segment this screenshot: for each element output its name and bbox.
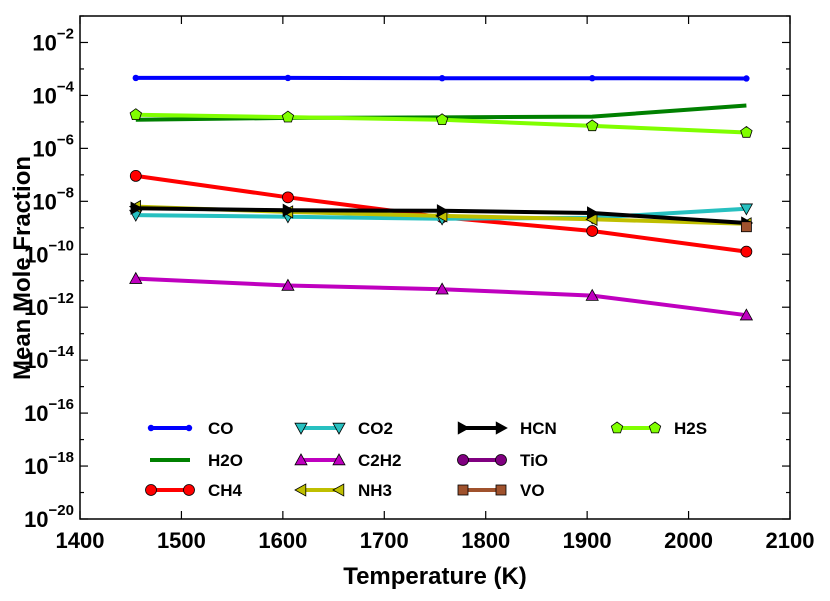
x-tick-label: 2100 — [766, 528, 815, 553]
ticks-layer — [79, 15, 791, 520]
x-tick-labels: 1400 1500 1600 1700 1800 1900 2000 2100 — [56, 528, 815, 553]
data-point-c2h2 — [129, 271, 143, 284]
legend-label: VO — [520, 481, 545, 500]
x-tick-label: 1700 — [360, 528, 409, 553]
data-point-h2s — [281, 110, 295, 123]
legend-item-h2o: H2O — [150, 451, 243, 470]
legend-item-h2s: H2S — [610, 419, 707, 438]
legend-label: H2O — [208, 451, 243, 470]
series-co — [132, 74, 750, 82]
legend-marker — [332, 453, 346, 466]
x-tick-label: 2000 — [664, 528, 713, 553]
legend-marker — [648, 421, 662, 434]
legend-marker — [147, 424, 155, 432]
data-point-co — [284, 74, 292, 82]
data-point-co — [438, 75, 446, 82]
y-tick-label: 10−18 — [24, 449, 74, 479]
data-point-c2h2 — [435, 282, 449, 295]
y-tick-label: 10−4 — [32, 78, 74, 108]
legend-label: CO2 — [358, 419, 393, 438]
data-point-c2h2 — [281, 278, 295, 291]
legend-item-hcn: HCN — [457, 419, 557, 438]
legend-marker — [457, 421, 470, 435]
data-point-c2h2 — [585, 288, 599, 301]
data-point-h2s — [435, 113, 449, 125]
legend-marker — [495, 484, 507, 496]
plot-frame — [79, 15, 791, 520]
y-tick-label: 10−8 — [32, 184, 74, 214]
data-point-h2s — [740, 126, 753, 138]
legend-marker — [145, 484, 157, 496]
legend-marker — [183, 484, 195, 496]
legend-item-co2: CO2 — [294, 419, 393, 438]
series-c2h2 — [129, 271, 754, 321]
legend-item-vo: VO — [457, 481, 545, 500]
legend-label: CO — [208, 419, 234, 438]
legend-marker — [457, 454, 469, 466]
legend-marker — [610, 421, 624, 434]
data-point-hcn — [587, 206, 600, 220]
data-point-hcn — [436, 204, 449, 218]
y-tick-label: 10−14 — [24, 343, 75, 373]
x-tick-label: 1400 — [56, 528, 105, 553]
x-tick-label: 1500 — [157, 528, 206, 553]
legend-item-nh3: NH3 — [294, 481, 392, 500]
legend-label: H2S — [674, 419, 707, 438]
y-tick-label: 10−20 — [24, 502, 74, 532]
y-tick-label: 10−12 — [24, 290, 74, 320]
legend-item-co: CO — [147, 419, 234, 438]
y-tick-labels: 10−20 10−18 10−16 10−14 10−12 10−10 10−8 10−6 10… — [24, 25, 75, 532]
legend-marker — [332, 422, 346, 435]
y-tick-label: 10−6 — [32, 131, 74, 161]
data-point-h2s — [586, 119, 599, 132]
data-point-co — [132, 74, 139, 82]
legend-item-tio: TiO — [457, 451, 548, 470]
x-tick-label: 1600 — [258, 528, 307, 553]
data-point-ch4 — [282, 191, 294, 204]
legend-marker — [332, 483, 345, 497]
data-point-co — [589, 75, 596, 82]
y-axis-label: Mean Mole Fraction — [9, 156, 36, 380]
x-tick-label: 1800 — [461, 528, 510, 553]
data-point-hcn — [130, 201, 143, 215]
data-point-hcn — [282, 203, 295, 217]
series-layer — [128, 74, 754, 321]
legend-item-ch4: CH4 — [145, 481, 243, 500]
legend-marker — [457, 484, 469, 496]
series-line-c2h2 — [135, 276, 747, 318]
legend-marker — [294, 422, 308, 435]
legend-label: TiO — [520, 451, 548, 470]
legend-label: CH4 — [208, 481, 243, 500]
data-point-co — [743, 75, 750, 82]
x-tick-label: 1900 — [563, 528, 612, 553]
series-vo — [740, 221, 752, 233]
legend-label: C2H2 — [358, 451, 401, 470]
data-point-co2 — [739, 203, 754, 216]
legend-label: HCN — [520, 419, 557, 438]
legend-label: NH3 — [358, 481, 392, 500]
legend-marker — [495, 454, 507, 466]
x-axis-label: Temperature (K) — [343, 563, 527, 590]
data-point-ch4 — [740, 245, 753, 258]
legend-marker — [495, 421, 508, 435]
data-point-ch4 — [586, 225, 599, 237]
legend: CO H2O CH4 CO2 C2H2 NH3 HCN TiO VO H2S — [145, 419, 707, 500]
y-tick-label: 10−16 — [24, 396, 74, 426]
legend-marker — [294, 483, 307, 497]
legend-marker — [294, 453, 308, 466]
series-h2s — [129, 108, 753, 138]
legend-marker — [185, 424, 193, 432]
y-tick-label: 10−2 — [32, 25, 74, 55]
data-point-c2h2 — [739, 308, 754, 321]
data-point-ch4 — [129, 170, 142, 182]
data-point-vo — [740, 221, 752, 233]
legend-item-c2h2: C2H2 — [294, 451, 401, 470]
y-tick-label: 10−10 — [24, 237, 74, 267]
data-point-h2s — [129, 108, 142, 120]
